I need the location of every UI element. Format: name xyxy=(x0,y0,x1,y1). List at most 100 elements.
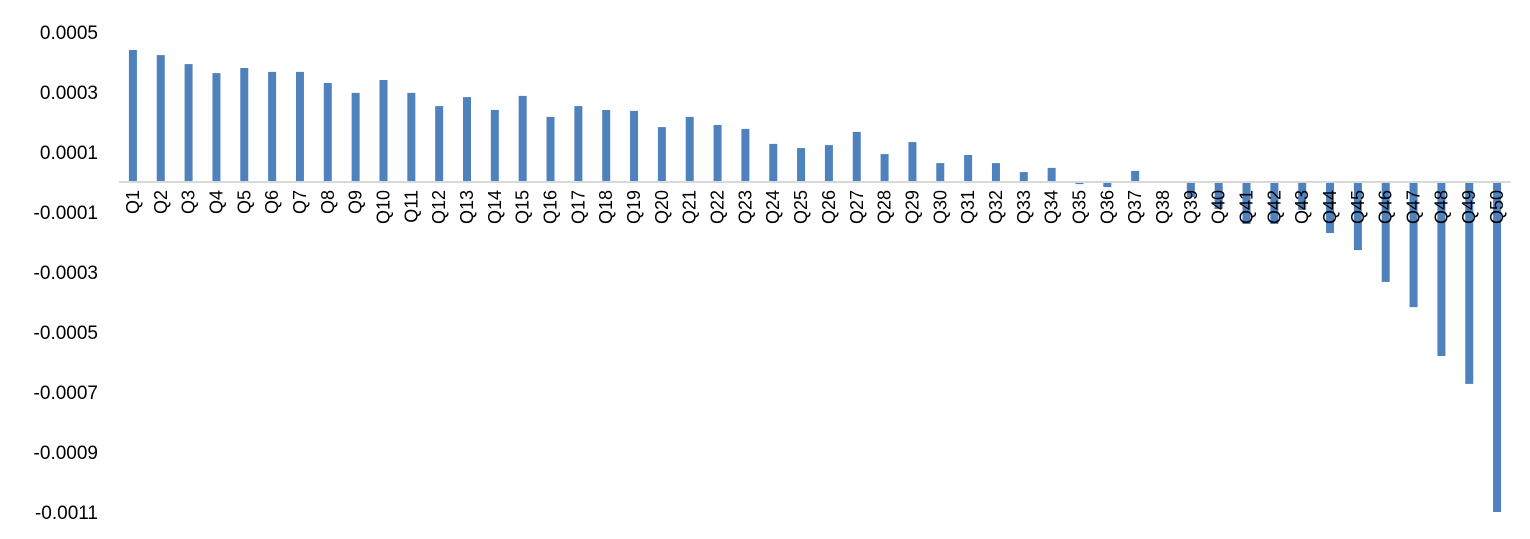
x-tick-label: Q43 xyxy=(1292,190,1312,224)
x-tick-label: Q3 xyxy=(179,190,199,214)
x-tick-label: Q30 xyxy=(930,190,950,224)
x-tick-label: Q17 xyxy=(568,190,588,224)
bar-q8 xyxy=(323,83,332,182)
bar-q21 xyxy=(685,116,694,182)
x-tick-label: Q45 xyxy=(1348,190,1368,224)
x-axis-labels: Q1 Q2 Q3 Q4 Q5 Q6 Q7 Q8 Q9 Q10 Q11 Q12 Q13 Q14 Q15 Q16 Q… xyxy=(123,190,1507,224)
x-tick-label: Q12 xyxy=(429,190,449,224)
bar-q9 xyxy=(351,92,360,182)
x-tick-label: Q27 xyxy=(847,190,867,224)
bar-q47 xyxy=(1409,182,1418,308)
x-tick-label: Q39 xyxy=(1181,190,1201,224)
bar-q11 xyxy=(407,92,416,182)
x-tick-label: Q23 xyxy=(735,190,755,224)
x-tick-label: Q46 xyxy=(1376,190,1396,224)
y-tick-label: -0.0007 xyxy=(34,383,98,404)
x-tick-label: Q4 xyxy=(206,190,226,214)
x-tick-label: Q47 xyxy=(1404,190,1424,224)
y-axis-ticks: 0.0005 0.0003 0.0001 -0.0001 -0.0003 -0.0005 -… xyxy=(34,23,98,524)
x-tick-label: Q31 xyxy=(958,190,978,224)
bar-q2 xyxy=(156,55,165,182)
x-tick-label: Q2 xyxy=(151,190,171,214)
x-tick-label: Q28 xyxy=(875,190,895,224)
bar-q49 xyxy=(1465,182,1474,384)
bar-q30 xyxy=(936,163,945,182)
x-tick-label: Q18 xyxy=(596,190,616,224)
x-tick-label: Q42 xyxy=(1264,190,1284,224)
bar-q22 xyxy=(713,125,722,182)
x-tick-label: Q37 xyxy=(1125,190,1145,224)
y-tick-label: -0.0009 xyxy=(34,443,98,464)
bar-q24 xyxy=(769,143,778,182)
bar-q34 xyxy=(1047,167,1056,182)
bar-q35 xyxy=(1075,182,1084,185)
x-tick-label: Q16 xyxy=(541,190,561,224)
x-tick-label: Q34 xyxy=(1042,190,1062,224)
bar-q41 xyxy=(1242,182,1251,224)
bar-q28 xyxy=(880,154,889,182)
x-tick-label: Q25 xyxy=(791,190,811,224)
y-tick-label: -0.0005 xyxy=(34,323,98,344)
bar-q42 xyxy=(1270,182,1279,224)
x-tick-label: Q7 xyxy=(290,190,310,214)
x-tick-label: Q49 xyxy=(1459,190,1479,224)
bar-q31 xyxy=(964,155,973,182)
x-tick-label: Q33 xyxy=(1014,190,1034,224)
bar-q20 xyxy=(657,127,666,182)
bar-q29 xyxy=(908,142,917,182)
bar-q19 xyxy=(630,110,639,182)
bar-q33 xyxy=(1019,172,1028,182)
y-tick-label: -0.0003 xyxy=(34,263,98,284)
x-tick-label: Q6 xyxy=(262,190,282,214)
x-tick-label: Q5 xyxy=(234,190,254,214)
x-tick-label: Q14 xyxy=(485,190,505,224)
x-tick-label: Q19 xyxy=(624,190,644,224)
x-tick-label: Q41 xyxy=(1237,190,1257,224)
bar-q40 xyxy=(1214,182,1223,209)
bar-q27 xyxy=(852,131,861,182)
x-tick-label: Q13 xyxy=(457,190,477,224)
y-tick-label: -0.0011 xyxy=(35,503,98,524)
bar-q48 xyxy=(1437,182,1446,356)
bar-q36 xyxy=(1103,182,1112,188)
bar-q13 xyxy=(463,97,471,182)
x-tick-label: Q50 xyxy=(1487,190,1507,224)
x-tick-label: Q15 xyxy=(513,190,533,224)
bar-q7 xyxy=(295,71,304,182)
bar-q15 xyxy=(518,95,527,182)
x-tick-label: Q32 xyxy=(986,190,1006,224)
x-tick-label: Q22 xyxy=(708,190,728,224)
bar-q10 xyxy=(379,80,388,182)
x-tick-label: Q48 xyxy=(1431,190,1451,224)
x-tick-label: Q9 xyxy=(346,190,366,214)
x-tick-label: Q40 xyxy=(1209,190,1229,224)
bar-q12 xyxy=(435,106,444,182)
bar-q18 xyxy=(602,110,611,182)
x-tick-label: Q20 xyxy=(652,190,672,224)
x-tick-label: Q24 xyxy=(763,190,783,224)
bar-q32 xyxy=(991,163,1000,182)
y-tick-label: -0.0001 xyxy=(34,203,98,224)
x-tick-label: Q35 xyxy=(1069,190,1089,224)
x-tick-label: Q38 xyxy=(1153,190,1173,224)
bar-q25 xyxy=(797,148,806,182)
bar-q3 xyxy=(184,64,193,182)
bar-q50 xyxy=(1493,182,1502,512)
bar-q1 xyxy=(128,50,137,182)
bar-q5 xyxy=(240,68,249,182)
bar-q6 xyxy=(268,71,277,182)
y-tick-label: 0.0001 xyxy=(40,143,98,164)
bar-q43 xyxy=(1298,182,1307,210)
bar-q26 xyxy=(824,145,833,182)
bar-q17 xyxy=(574,106,583,182)
bar-q4 xyxy=(212,73,221,182)
bar-q14 xyxy=(490,110,499,182)
bar-q16 xyxy=(546,116,555,182)
x-tick-label: Q29 xyxy=(902,190,922,224)
bar-q37 xyxy=(1131,170,1140,182)
bars xyxy=(128,50,1502,512)
x-tick-label: Q44 xyxy=(1320,190,1340,224)
x-tick-label: Q10 xyxy=(373,190,393,224)
x-tick-label: Q1 xyxy=(123,190,143,214)
